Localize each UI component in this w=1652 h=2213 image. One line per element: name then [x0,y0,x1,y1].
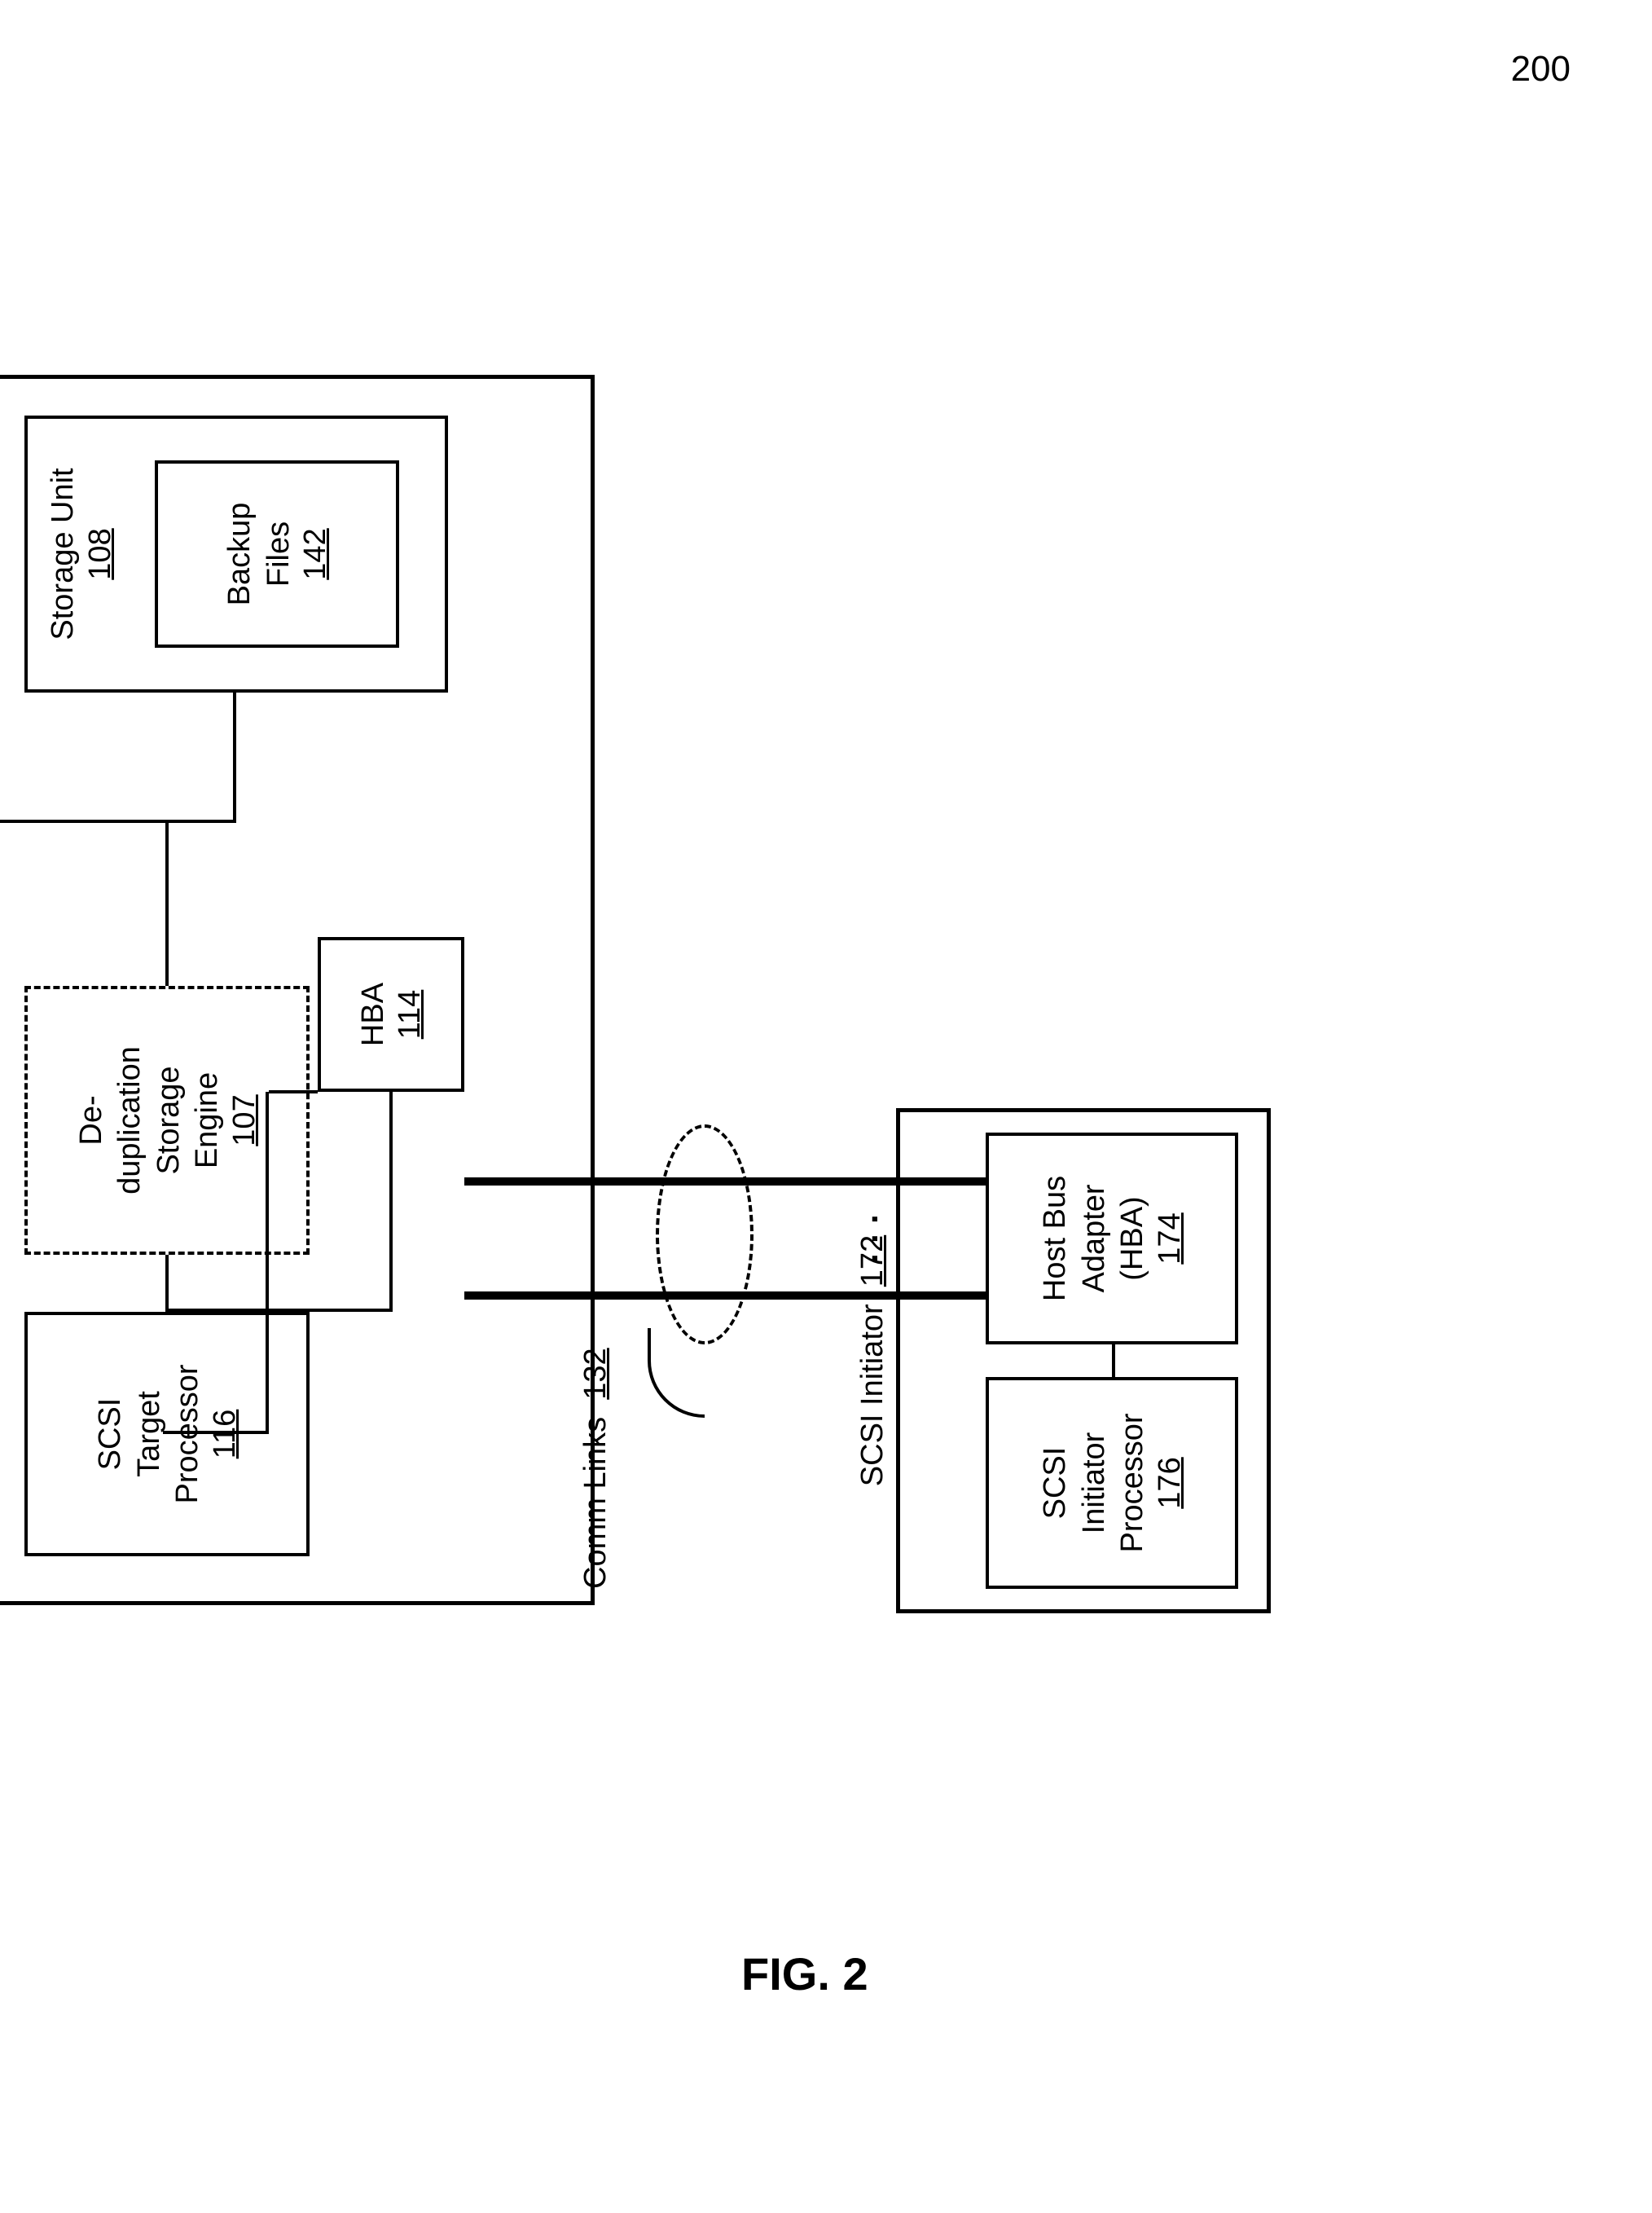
backup-files-box: Backup Files 142 [155,460,399,648]
connector-line [0,820,236,823]
target-proc-l2: Target [130,1391,169,1477]
comm-links-label: Comm Links 132 [578,1348,613,1589]
init-proc-l2: Initiator [1075,1432,1114,1534]
connector-line [233,693,236,823]
su108-l1: Storage Unit [44,468,83,640]
init-proc-l1: SCSI [1036,1447,1075,1520]
backup-l2: Files [260,521,299,587]
initiator-processor-box: SCSI Initiator Processor 176 [986,1377,1238,1589]
connector-line [165,823,169,986]
target-proc-l3: Processor [169,1364,208,1503]
connector-line [163,1431,166,1434]
init-hba-l2: Adapter [1075,1184,1114,1292]
connector-line [269,1090,318,1093]
dedup-l3: Storage [150,1066,189,1174]
connector-line [167,1309,393,1312]
page-number: 200 [1511,49,1571,90]
target-proc-l1: SCSI [91,1398,130,1471]
connector-line [1112,1344,1115,1377]
backup-l1: Backup [221,503,260,606]
initiator-hba-box: Host Bus Adapter (HBA) 174 [986,1133,1238,1344]
connector-line [165,1255,169,1312]
hba-target-ref: 114 [393,990,428,1040]
comm-links-ref: 132 [578,1348,613,1399]
connector-line [266,1092,269,1434]
backup-ref: 142 [298,528,333,579]
init-proc-l3: Processor [1114,1413,1153,1552]
dedup-l4: Engine [188,1072,227,1168]
leader-line [648,1328,705,1418]
scsi-initiator-label: SCSI Initiator [855,1304,890,1486]
figure-caption: FIG. 2 [741,1947,868,2000]
init-hba-ref: 174 [1153,1212,1188,1264]
ellipsis-icon: ··· [855,1204,894,1263]
init-hba-l3: (HBA) [1114,1196,1153,1280]
target-proc-ref: 116 [208,1410,243,1459]
init-hba-l1: Host Bus [1036,1176,1075,1301]
hba-target-label: HBA [354,983,393,1046]
init-proc-ref: 176 [1153,1457,1188,1508]
hba-target-box: HBA 114 [318,937,464,1092]
comm-links-text: Comm Links [578,1417,613,1589]
comm-links-ellipse [656,1124,754,1344]
su108-ref: 108 [83,528,118,579]
connector-line [389,1092,393,1312]
dedup-l1: De- [72,1095,112,1145]
connector-line [163,1431,269,1434]
diagram-canvas: SCSI Target 152 HBA 114 SCSI Target Proc… [0,644,1393,1361]
dedup-l2: duplication [111,1046,150,1194]
dedup-ref: 107 [227,1094,262,1146]
